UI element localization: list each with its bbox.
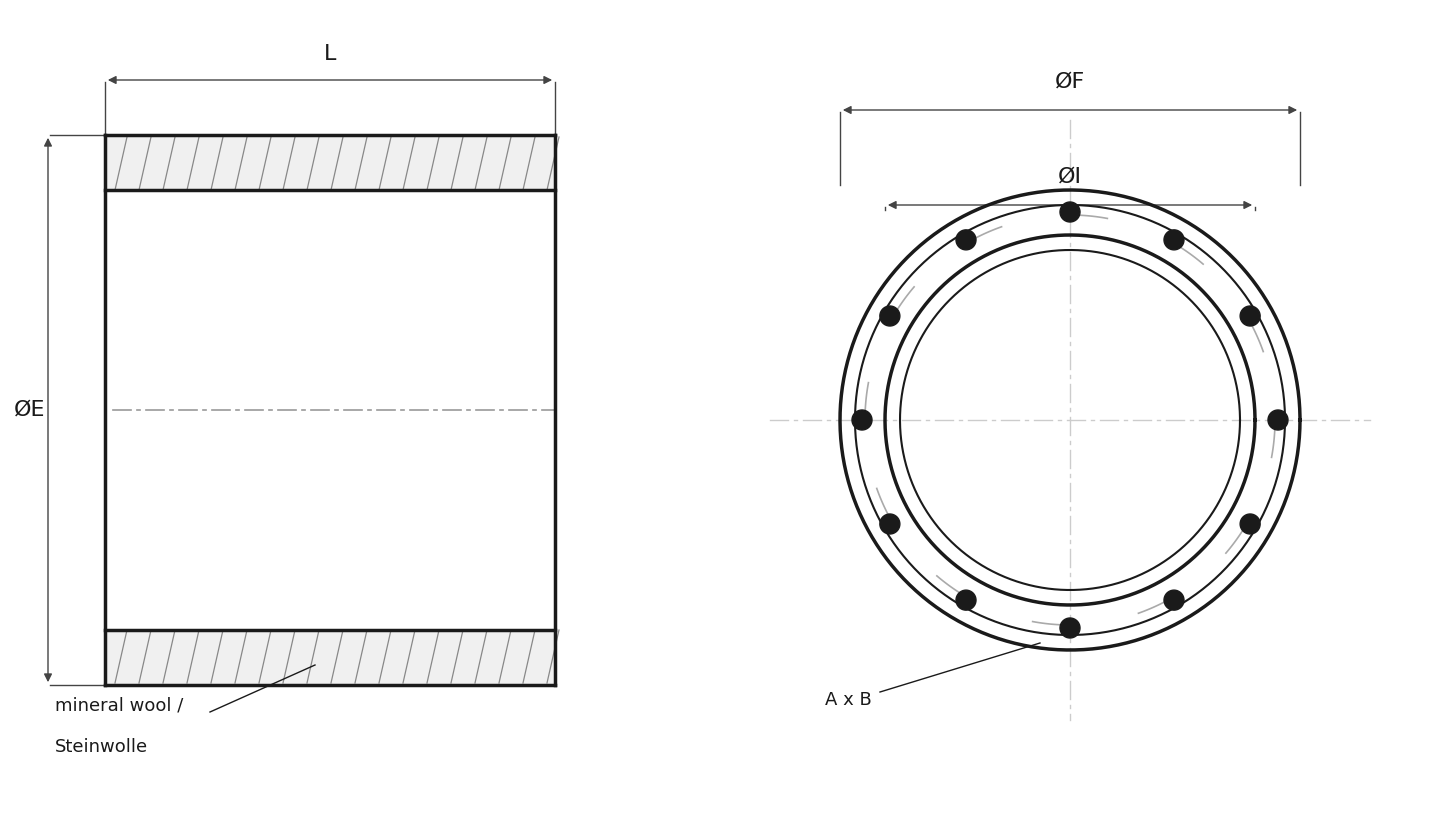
Circle shape: [1164, 591, 1184, 610]
Text: ØF: ØF: [1055, 72, 1085, 92]
Bar: [105, 135, 555, 190]
Text: A x B: A x B: [825, 691, 871, 709]
Text: ØI: ØI: [1058, 167, 1082, 187]
Circle shape: [956, 591, 976, 610]
Text: ØE: ØE: [14, 400, 46, 420]
Circle shape: [1060, 202, 1080, 222]
Circle shape: [1240, 514, 1260, 534]
Bar: [105, 190, 555, 630]
Circle shape: [956, 230, 976, 249]
Circle shape: [1060, 618, 1080, 638]
Text: L: L: [324, 44, 337, 64]
Circle shape: [880, 514, 900, 534]
Circle shape: [1268, 410, 1288, 430]
Circle shape: [853, 410, 873, 430]
Circle shape: [1240, 306, 1260, 326]
Circle shape: [880, 306, 900, 326]
Circle shape: [1164, 230, 1184, 249]
Text: mineral wool /: mineral wool /: [54, 697, 183, 715]
Bar: [105, 630, 555, 685]
Text: Steinwolle: Steinwolle: [54, 738, 148, 756]
